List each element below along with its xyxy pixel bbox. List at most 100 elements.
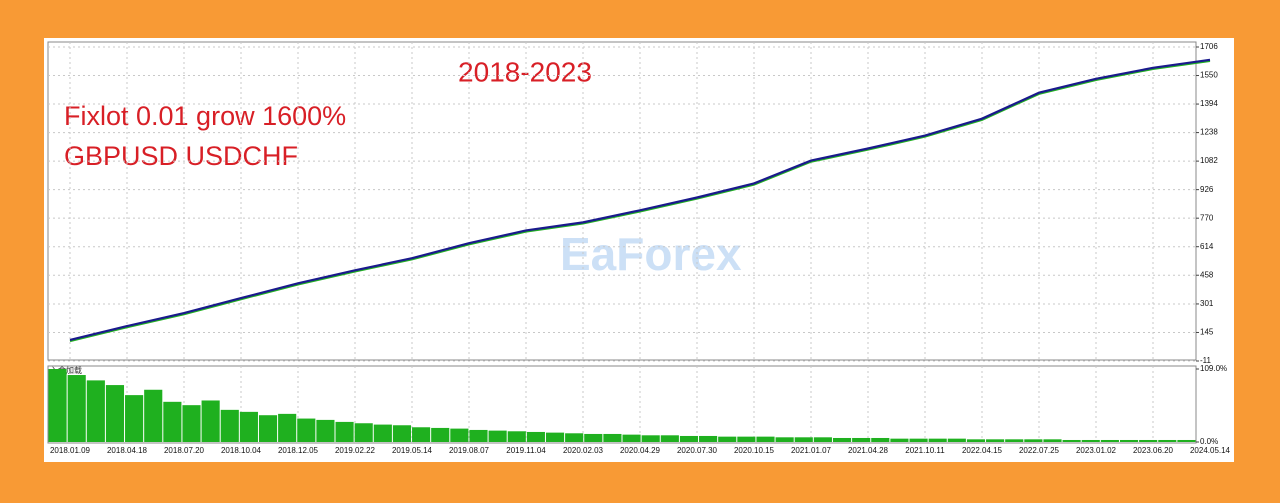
- bar: [201, 400, 220, 442]
- x-tick-label: 2019.05.14: [392, 446, 433, 455]
- bar: [278, 413, 297, 442]
- x-tick-label: 2020.10.15: [734, 446, 775, 455]
- y-tick-label: 614: [1200, 242, 1214, 251]
- bar: [431, 427, 450, 442]
- bar: [1158, 439, 1177, 442]
- chart-title: 2018-2023: [458, 56, 592, 87]
- bar: [699, 435, 718, 442]
- x-tick-label: 2023.01.02: [1076, 446, 1117, 455]
- bar: [832, 437, 852, 442]
- bar: [679, 435, 699, 442]
- bar: [660, 435, 679, 442]
- x-tick-label: 2020.07.30: [677, 446, 718, 455]
- bar: [1139, 439, 1158, 442]
- main-frame: [47, 41, 1197, 361]
- bar: [258, 415, 278, 442]
- y-tick-label: 1082: [1200, 156, 1218, 165]
- x-tick-label: 2024.05.14: [1190, 446, 1231, 455]
- x-tick-label: 2021.04.28: [848, 446, 889, 455]
- bar: [507, 431, 526, 442]
- watermark: EaForex: [560, 228, 742, 280]
- bar: [1062, 439, 1081, 442]
- bar: [641, 435, 660, 442]
- x-tick-label: 2021.10.11: [905, 446, 945, 455]
- bar: [871, 437, 890, 442]
- bar: [718, 436, 737, 442]
- annotation: GBPUSD USDCHF: [64, 141, 298, 171]
- x-tick-label: 2018.10.04: [221, 446, 262, 455]
- bar: [86, 380, 105, 442]
- bar: [412, 427, 431, 442]
- x-tick-label: 2022.04.15: [962, 446, 1003, 455]
- bar: [105, 385, 125, 442]
- bar: [316, 419, 335, 442]
- y-tick-label: -11: [1200, 356, 1212, 365]
- bar: [794, 437, 813, 442]
- sub-frame: [47, 365, 1197, 444]
- line: [69, 58, 1211, 342]
- bar: [1081, 439, 1100, 442]
- x-tick-label: 2020.04.29: [620, 446, 661, 455]
- bar: [852, 437, 871, 442]
- x-tick-label: 2019.11.04: [506, 446, 546, 455]
- x-tick-label: 2020.02.03: [563, 446, 604, 455]
- bar: [603, 433, 622, 442]
- y-tick-label: 926: [1200, 185, 1214, 194]
- y-tick-label: 1238: [1200, 128, 1218, 137]
- bar: [909, 438, 928, 442]
- bar: [756, 436, 775, 442]
- bar: [450, 428, 469, 442]
- bar: [469, 429, 488, 442]
- x-tick-label: 2022.07.25: [1019, 446, 1060, 455]
- bar: [1043, 439, 1062, 442]
- y-tick-label: 458: [1200, 270, 1214, 279]
- bar: [488, 430, 507, 442]
- bar: [373, 424, 392, 442]
- bar: [1119, 439, 1139, 442]
- bar: [545, 432, 565, 442]
- bar: [335, 421, 354, 442]
- bar: [1005, 439, 1024, 442]
- bar: [928, 438, 947, 442]
- y-tick-label: 1550: [1200, 71, 1218, 80]
- bar: [297, 418, 316, 442]
- bar: [622, 434, 641, 442]
- bar: [775, 437, 794, 442]
- bar: [813, 437, 832, 442]
- bar: [565, 433, 584, 442]
- bar: [144, 389, 163, 442]
- annotation: Fixlot 0.01 grow 1600%: [64, 101, 346, 131]
- bar: [890, 438, 909, 442]
- bar: [584, 433, 603, 442]
- y-tick-label: 770: [1200, 213, 1214, 222]
- bar: [220, 409, 239, 442]
- x-tick-label: 2018.01.09: [50, 446, 91, 455]
- bar: [182, 405, 201, 442]
- bar: [947, 438, 966, 442]
- bar: [48, 369, 67, 442]
- panel: [44, 38, 1234, 462]
- bar: [986, 439, 1005, 442]
- x-tick-label: 2021.01.07: [791, 446, 832, 455]
- x-tick-label: 2018.12.05: [278, 446, 319, 455]
- x-tick-label: 2018.04.18: [107, 446, 148, 455]
- x-tick-label: 2019.02.22: [335, 446, 376, 455]
- bar: [125, 395, 144, 442]
- bar: [392, 425, 412, 442]
- bar: [1024, 439, 1043, 442]
- bar: [67, 375, 86, 442]
- bar: [354, 423, 373, 442]
- y-tick-label: 1394: [1200, 99, 1218, 108]
- bar: [526, 431, 545, 442]
- y-tick-label: 301: [1200, 299, 1214, 308]
- bar: [737, 436, 756, 442]
- y-tick-label: 145: [1200, 328, 1214, 337]
- x-tick-label: 2018.07.20: [164, 446, 205, 455]
- bar: [239, 411, 258, 442]
- bar: [163, 401, 182, 442]
- y-tick-label: 109.0%: [1200, 364, 1227, 373]
- y-tick-label: 1706: [1200, 42, 1218, 51]
- x-tick-label: 2023.06.20: [1133, 446, 1174, 455]
- bar: [1100, 439, 1119, 442]
